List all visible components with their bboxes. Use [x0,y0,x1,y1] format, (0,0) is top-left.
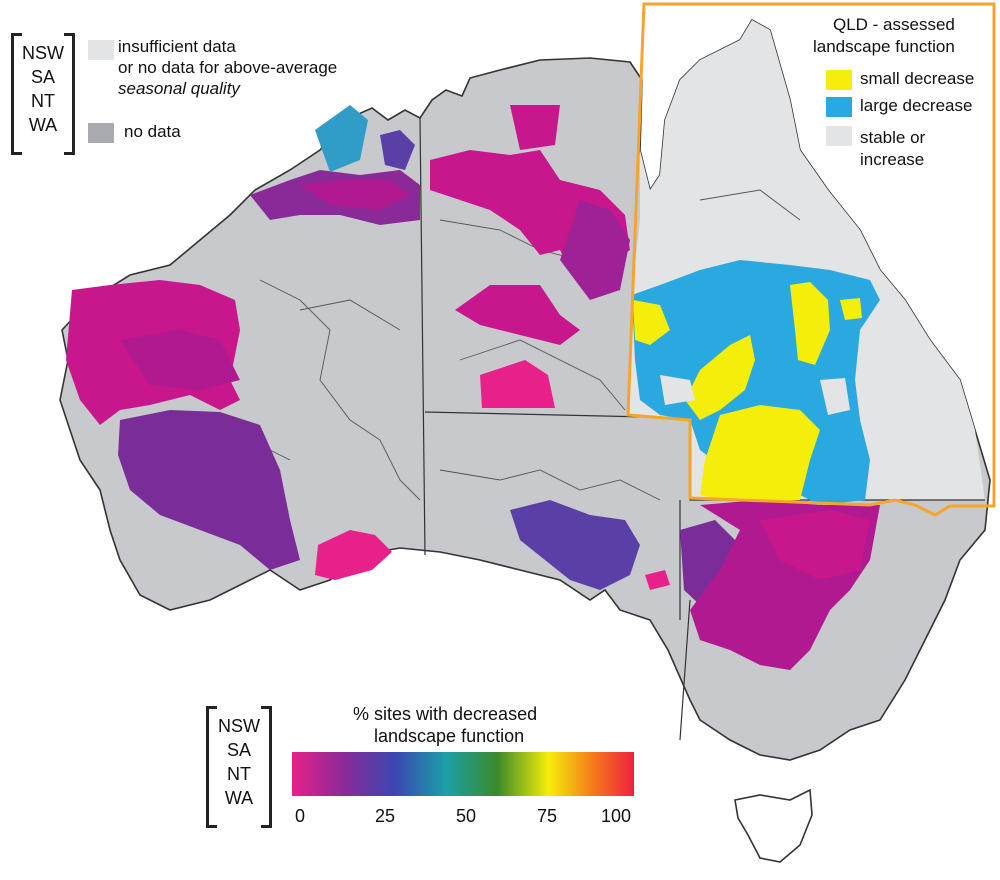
state-label: WA [224,788,254,808]
state-label: NSW [218,716,260,736]
small-decrease-swatch [826,70,852,90]
insufficient-data-label-2: or no data for above-average [118,58,338,77]
top-legend-states: NSW SA NT WA [11,33,75,155]
state-label: SA [226,740,251,760]
state-label: SA [30,67,55,87]
small-decrease-label: small decrease [860,69,975,88]
qld-legend-title: QLD - assessed [833,15,955,34]
state-label: NT [227,764,251,784]
state-label: WA [28,115,58,135]
no-data-label: no data [124,122,181,141]
qld-frame [626,2,996,517]
stable-label-2: increase [860,150,925,169]
scale-tick: 50 [455,806,477,826]
tasmania [734,788,813,863]
state-label: NT [31,91,55,111]
no-data-swatch [88,123,114,143]
scale-title: % sites with decreased [353,704,538,724]
qld-legend-title-2: landscape function [813,37,955,56]
scale-tick: 25 [374,806,396,826]
scale-tick: 0 [294,806,306,826]
stable-swatch [826,126,852,146]
colour-scale-bar [292,752,634,796]
insufficient-data-swatch [88,40,114,60]
stable-label: stable or [860,128,926,147]
scale-tick: 100 [600,806,632,826]
data-patches [66,105,880,670]
insufficient-data-label-3: seasonal quality [118,79,240,98]
scale-legend-states: NSW SA NT WA [206,706,272,828]
scale-title-2: landscape function [374,726,525,746]
insufficient-data-label: insufficient data [118,37,236,56]
large-decrease-label: large decrease [860,96,973,115]
qld-patches [632,260,880,505]
large-decrease-swatch [826,97,852,117]
scale-tick: 75 [536,806,558,826]
state-label: NSW [22,43,64,63]
